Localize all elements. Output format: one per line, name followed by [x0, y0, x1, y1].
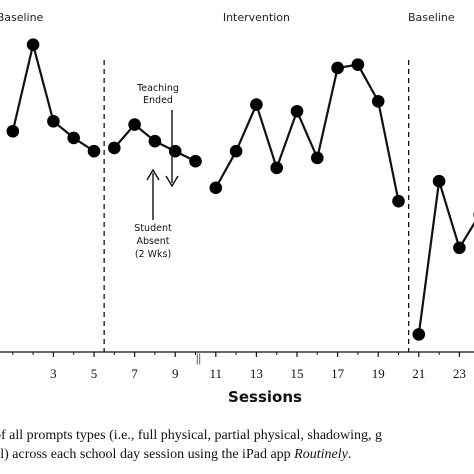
caption-line-2-text: al) across each school day session using…	[0, 447, 295, 462]
data-point	[108, 141, 121, 155]
annotation-student-absent: (2 Wks)	[135, 249, 171, 260]
data-point	[290, 104, 304, 118]
caption-line-1: of all prompts types (i.e., full physica…	[0, 428, 383, 443]
x-tick-label: 13	[250, 366, 263, 381]
data-point	[189, 154, 202, 168]
data-point	[331, 61, 344, 75]
data-point	[87, 144, 101, 158]
data-point	[311, 151, 324, 165]
x-tick-label: 19	[372, 366, 385, 381]
data-point	[229, 144, 243, 158]
data-point	[371, 94, 385, 108]
annotation-teaching-ended: Teaching	[136, 83, 179, 94]
data-point	[47, 114, 60, 128]
x-tick-label: 23	[453, 366, 466, 381]
phase-label: Baseline	[0, 11, 44, 24]
x-tick-label: 17	[331, 366, 345, 381]
data-point	[453, 241, 466, 255]
data-point	[26, 38, 40, 51]
series-line	[214, 63, 400, 202]
data-point	[168, 144, 182, 158]
data-point	[148, 134, 162, 148]
caption-app-name: Routinely	[294, 447, 348, 462]
x-tick-label: 9	[172, 366, 179, 381]
phase-label: Baseline	[408, 11, 455, 24]
data-point	[351, 58, 365, 71]
data-point	[250, 98, 263, 111]
data-point	[412, 328, 426, 341]
data-point	[6, 124, 20, 138]
data-point	[392, 194, 405, 208]
x-tick-label: 3	[50, 366, 57, 381]
data-point	[67, 131, 80, 145]
annotation-student-absent: Student	[134, 223, 172, 234]
series-line	[11, 44, 95, 153]
data-point	[128, 118, 141, 131]
caption-line-2-end: .	[347, 447, 352, 462]
axis-break-marker: ||	[196, 350, 201, 365]
plot-area: Baseline Intervention Baseline 3 5 7 9 11 13 15 17…	[0, 11, 474, 406]
x-tick-label: 15	[291, 366, 304, 381]
caption-line-2: al) across each school day session using…	[0, 445, 474, 464]
figure-caption: of all prompts types (i.e., full physica…	[0, 426, 474, 464]
x-tick-label: 21	[412, 366, 425, 381]
x-tick-label: 7	[131, 366, 138, 381]
teaching-ended-arrow-head	[165, 175, 179, 188]
phase-label: Intervention	[223, 11, 290, 24]
data-point	[209, 181, 223, 195]
data-point	[432, 174, 446, 188]
x-tick-label: 5	[91, 366, 98, 381]
x-tick-label: 11	[210, 366, 223, 381]
series-line	[417, 180, 474, 335]
annotation-teaching-ended: Ended	[143, 95, 173, 106]
x-axis-title: Sessions	[228, 388, 302, 406]
data-point	[270, 161, 284, 175]
student-absent-arrow-head	[146, 168, 160, 181]
annotation-student-absent: Absent	[136, 236, 169, 247]
